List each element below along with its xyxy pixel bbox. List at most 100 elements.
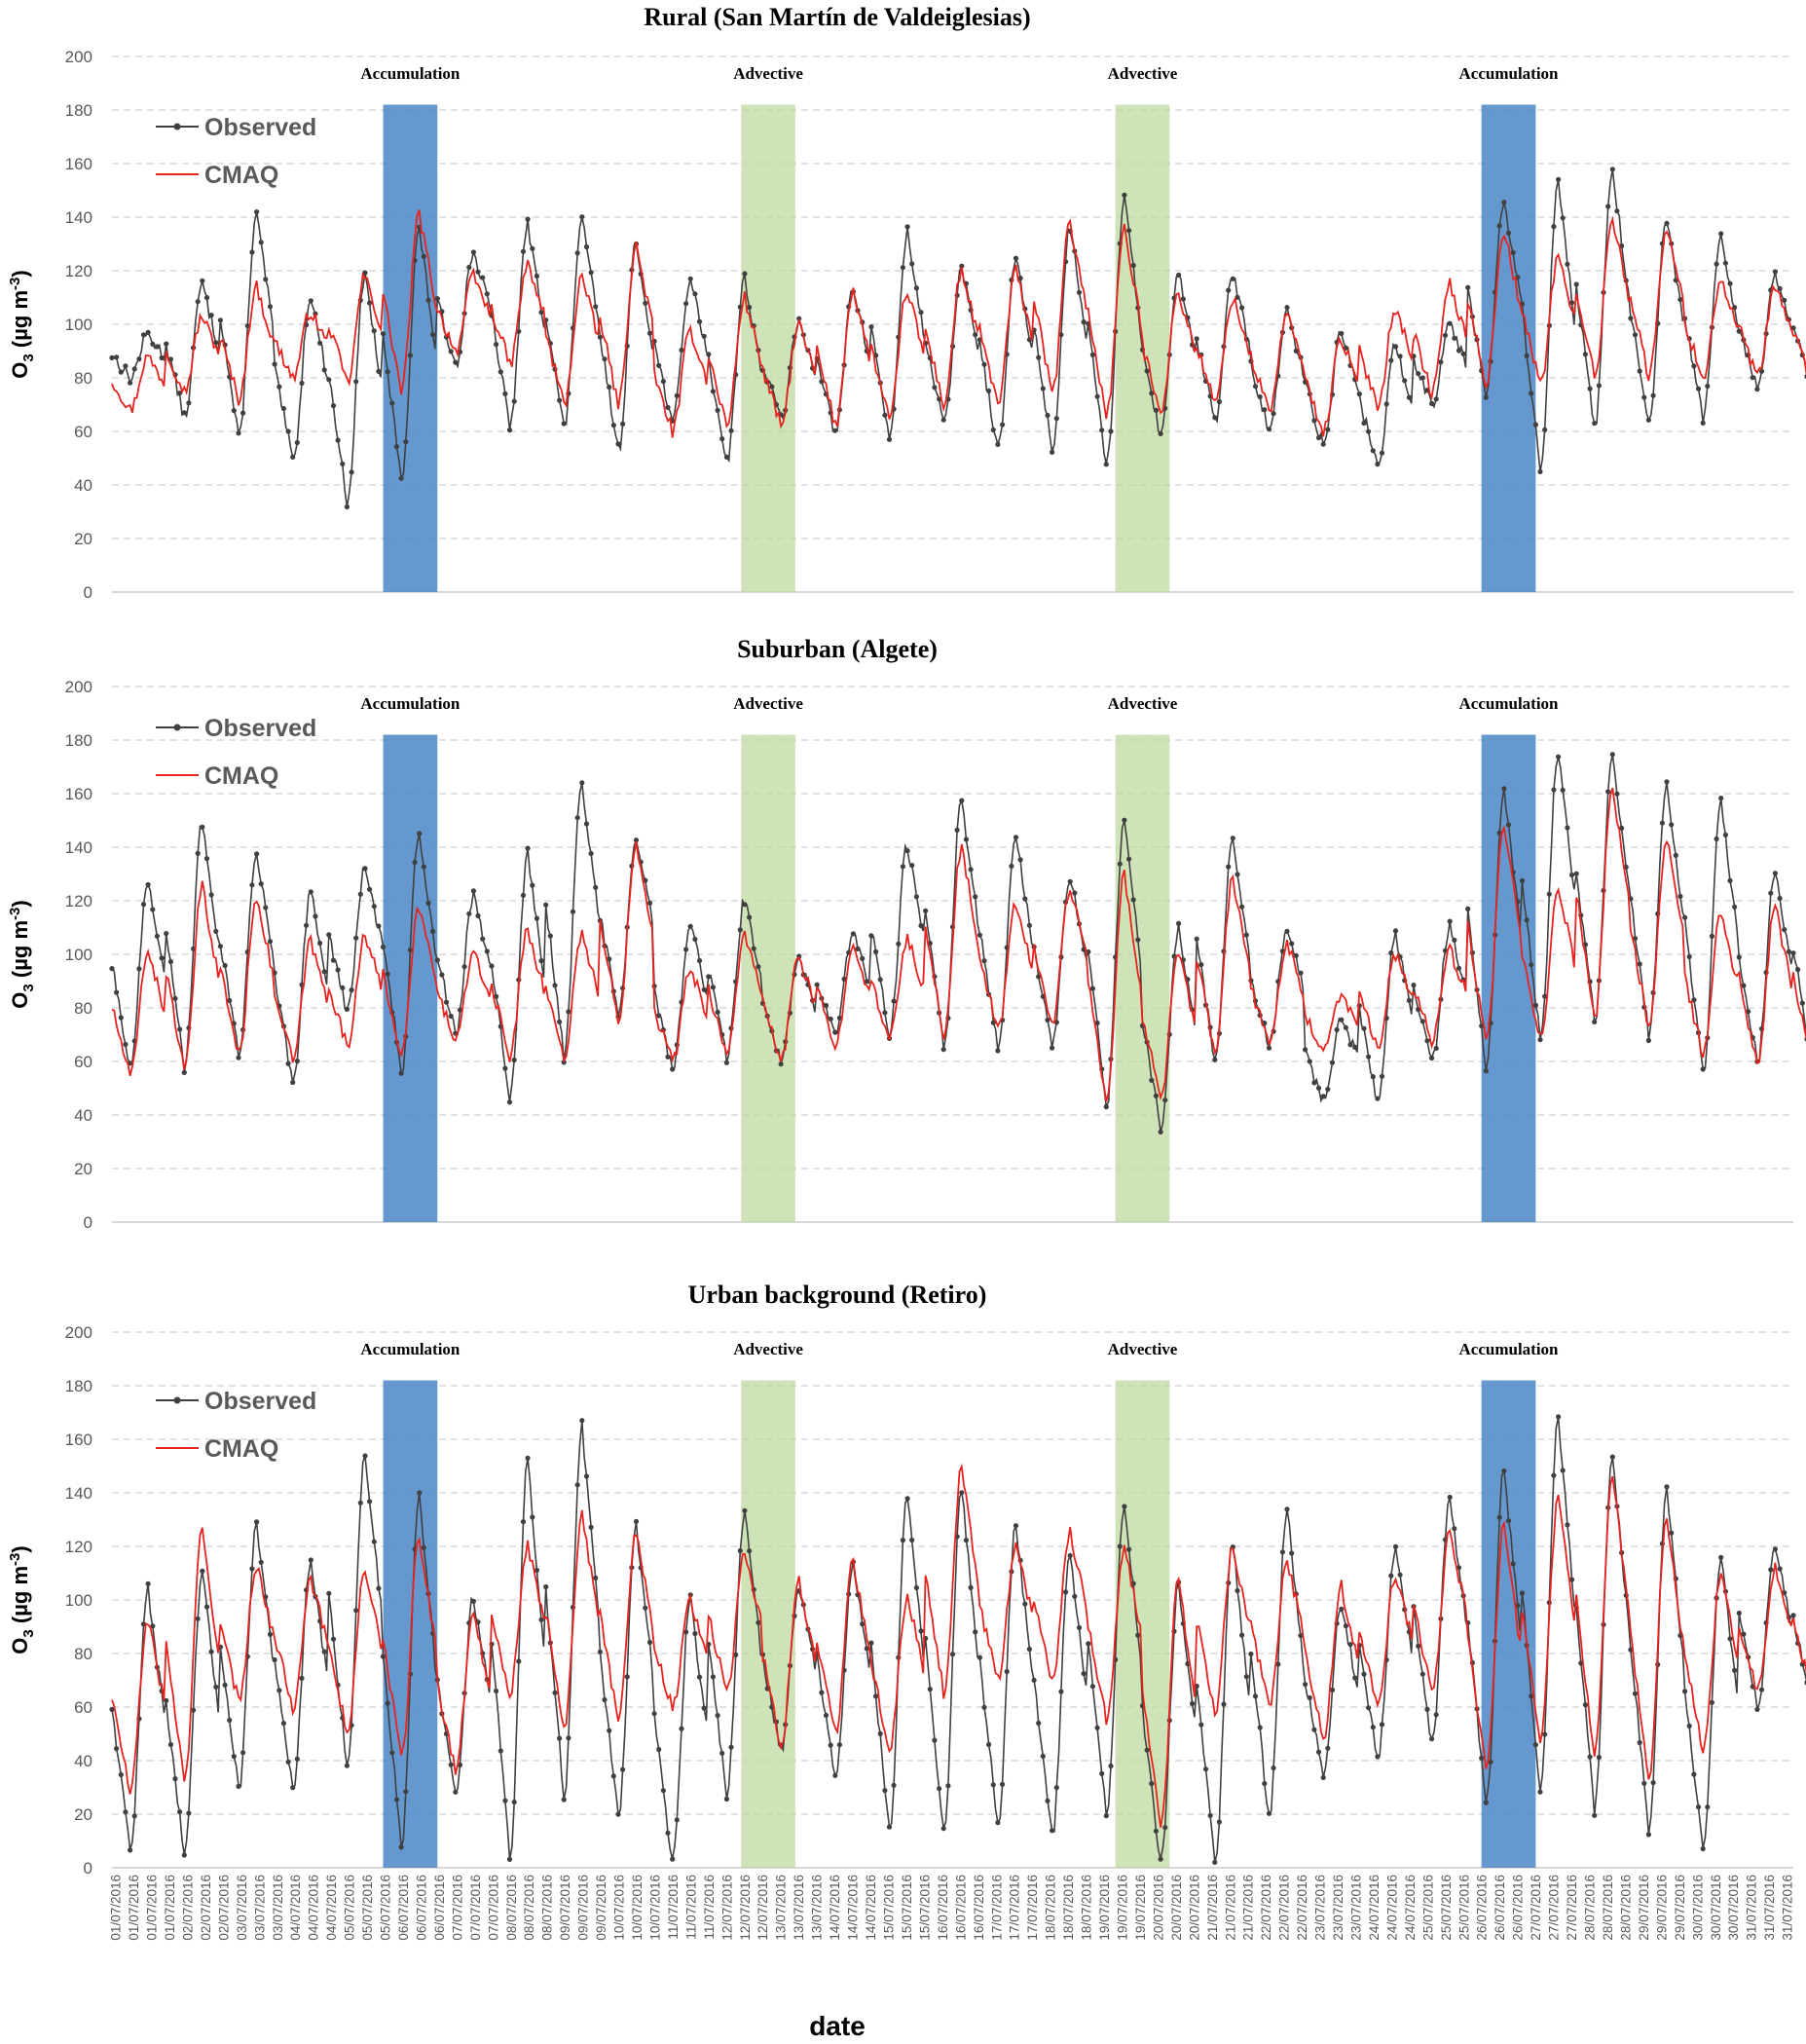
observed-point (1293, 952, 1299, 958)
observed-point (1722, 260, 1728, 266)
x-tick-label: 24/07/2016 (1367, 1875, 1382, 1941)
observed-point (217, 944, 223, 949)
observed-point (1089, 352, 1095, 357)
observed-point (557, 397, 563, 403)
observed-point (299, 380, 305, 387)
observed-point (453, 1789, 459, 1795)
y-tick-label: 180 (65, 101, 92, 120)
observed-point (1089, 1684, 1095, 1690)
observed-point (1632, 936, 1639, 942)
observed-point (1664, 1484, 1670, 1490)
observed-point (769, 384, 775, 390)
x-tick-label: 08/07/2016 (522, 1875, 536, 1941)
observed-point (836, 1742, 843, 1748)
y-tick-label: 160 (65, 1431, 92, 1449)
observed-point (1718, 796, 1724, 801)
observed-point (321, 1649, 327, 1654)
observed-point (1433, 396, 1439, 402)
x-tick-label: 03/07/2016 (271, 1875, 285, 1941)
observed-point (195, 850, 201, 857)
observed-point (1135, 937, 1141, 943)
observed-point (1560, 215, 1566, 221)
observed-point (357, 1500, 363, 1505)
observed-point (164, 1697, 169, 1703)
legend-marker-observed (173, 1396, 181, 1404)
observed-point (1108, 1763, 1114, 1769)
observed-point (448, 1762, 454, 1767)
observed-point (276, 384, 282, 390)
observed-point (588, 270, 594, 276)
observed-point (900, 1538, 906, 1543)
x-tick-label: 25/07/2016 (1439, 1875, 1454, 1941)
observed-point (1736, 328, 1742, 334)
observed-point (1632, 1691, 1639, 1696)
observed-point (1741, 983, 1747, 988)
observed-point (909, 863, 915, 869)
observed-point (670, 1856, 676, 1862)
x-tick-label: 14/07/2016 (846, 1875, 861, 1941)
observed-point (213, 928, 219, 935)
y-tick-label: 60 (74, 423, 92, 441)
observed-point (1416, 371, 1421, 377)
observed-point (1465, 906, 1471, 912)
observed-point (376, 1585, 382, 1591)
observed-point (313, 913, 318, 919)
observed-point (263, 277, 269, 282)
observed-point (1026, 922, 1032, 928)
observed-point (236, 1055, 241, 1060)
observed-point (1289, 941, 1295, 947)
observed-point (1573, 281, 1579, 287)
observed-point (1216, 1819, 1222, 1825)
x-tick-label: 24/07/2016 (1403, 1875, 1418, 1941)
observed-point (1235, 872, 1240, 877)
observed-point (719, 1750, 725, 1756)
observed-point (1329, 1687, 1336, 1692)
observed-point (1402, 378, 1408, 384)
observed-point (1158, 1856, 1163, 1862)
observed-point (1303, 1682, 1308, 1688)
observed-point (610, 423, 616, 428)
observed-point (1325, 427, 1331, 432)
x-tick-label: 11/07/2016 (666, 1875, 681, 1940)
observed-point (756, 964, 761, 970)
observed-point (376, 368, 382, 374)
observed-point (1017, 276, 1023, 281)
observed-point (1556, 176, 1562, 182)
observed-point (538, 310, 544, 316)
observed-point (1108, 428, 1114, 434)
observed-point (1130, 262, 1136, 269)
observed-point (959, 1490, 965, 1496)
observed-point (1510, 249, 1516, 255)
observed-point (1040, 386, 1046, 391)
observed-point (109, 966, 115, 972)
observed-point (836, 1015, 843, 1021)
observed-point (674, 1817, 680, 1823)
observed-point (299, 1675, 305, 1681)
y-tick-label: 140 (65, 838, 92, 857)
observed-point (227, 1717, 233, 1724)
observed-point (1429, 1055, 1435, 1061)
observed-point (530, 1514, 535, 1520)
observed-point (1501, 1468, 1507, 1474)
observed-point (832, 427, 838, 433)
episode-band-accumulation (1481, 734, 1536, 1222)
observed-point (1754, 1706, 1760, 1712)
observed-point (236, 1783, 241, 1789)
observed-point (1510, 1561, 1516, 1567)
y-tick-label: 20 (74, 1160, 92, 1178)
observed-point (1568, 1577, 1575, 1582)
x-tick-label: 23/07/2016 (1348, 1875, 1363, 1941)
observed-point (643, 1605, 648, 1611)
y-tick-label: 100 (65, 946, 92, 964)
observed-points (109, 1414, 1806, 1865)
x-tick-label: 02/07/2016 (216, 1875, 231, 1941)
observed-point (249, 882, 255, 888)
observed-point (620, 421, 626, 427)
x-tick-label: 08/07/2016 (540, 1875, 555, 1941)
observed-point (742, 271, 748, 277)
observed-point (937, 1786, 942, 1792)
observed-point (1379, 1722, 1385, 1728)
y-axis-title: O3 (µg m-3) (7, 900, 37, 1008)
x-tick-label: 15/07/2016 (881, 1875, 896, 1941)
observed-point (140, 902, 147, 908)
